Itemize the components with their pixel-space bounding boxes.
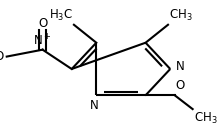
Text: N$^+$: N$^+$ xyxy=(33,34,52,49)
Text: O: O xyxy=(175,79,184,92)
Text: N: N xyxy=(90,99,99,112)
Text: H$_3$C: H$_3$C xyxy=(49,8,73,23)
Text: CH$_3$: CH$_3$ xyxy=(194,111,218,126)
Text: CH$_3$: CH$_3$ xyxy=(169,8,193,23)
Text: N: N xyxy=(176,60,185,73)
Text: O: O xyxy=(38,17,47,30)
Text: $^-$O: $^-$O xyxy=(0,50,5,63)
